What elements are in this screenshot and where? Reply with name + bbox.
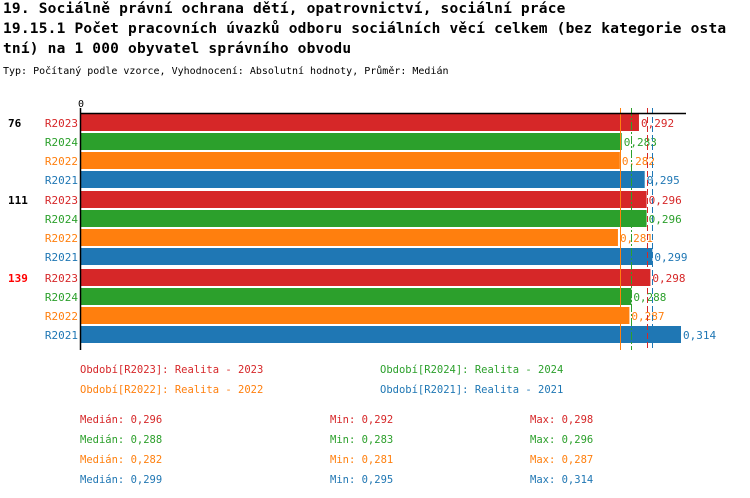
series-label: R2024 <box>45 213 78 226</box>
bar <box>81 326 681 343</box>
bar-value-label: 0,298 <box>652 272 685 285</box>
group-label: 139 <box>8 272 28 285</box>
bar-value-label: 0,296 <box>649 194 682 207</box>
stat-max: Max: 0,314 <box>530 474 594 486</box>
stat-max: Max: 0,298 <box>530 414 594 426</box>
bar <box>81 114 639 131</box>
bar <box>81 210 647 227</box>
legend-item: Období[R2022]: Realita - 2022 <box>80 384 264 396</box>
stat-median: Medián: 0,299 <box>80 474 163 486</box>
group-label: 111 <box>8 194 28 207</box>
bar <box>81 171 645 188</box>
bar-value-label: 0,299 <box>654 251 687 264</box>
series-label: R2021 <box>45 174 78 187</box>
bar-value-label: 0,314 <box>683 329 716 342</box>
title-line-2: 19.15.1 Počet pracovních úvazků odboru s… <box>3 21 727 37</box>
stat-min: Min: 0,283 <box>330 434 394 446</box>
series-label: R2023 <box>45 194 78 207</box>
bar <box>81 152 620 169</box>
series-label: R2024 <box>45 291 78 304</box>
title-line-1: 19. Sociálně právní ochrana dětí, opatro… <box>3 1 566 17</box>
title-line-3: tní) na 1 000 obyvatel správního obvodu <box>3 41 352 57</box>
bar-value-label: 0,282 <box>622 155 655 168</box>
stat-min: Min: 0,281 <box>330 454 394 466</box>
bar-value-label: 0,283 <box>624 136 657 149</box>
group-label: 76 <box>8 117 22 130</box>
stat-min: Min: 0,295 <box>330 474 394 486</box>
series-label: R2022 <box>45 310 78 323</box>
bar-value-label: 0,296 <box>649 213 682 226</box>
stat-median: Medián: 0,288 <box>80 434 163 446</box>
stat-min: Min: 0,292 <box>330 414 394 426</box>
bar-value-label: 0,295 <box>647 174 680 187</box>
bar <box>81 248 653 265</box>
stat-median: Medián: 0,296 <box>80 414 163 426</box>
bar <box>81 133 622 150</box>
series-label: R2023 <box>45 117 78 130</box>
bar <box>81 191 647 208</box>
bar <box>81 288 632 305</box>
legend-item: Období[R2023]: Realita - 2023 <box>80 364 264 376</box>
chart-subtitle: Typ: Počítaný podle vzorce, Vyhodnocení:… <box>3 66 449 77</box>
series-label: R2024 <box>45 136 78 149</box>
stat-median: Medián: 0,282 <box>80 454 163 466</box>
series-label: R2022 <box>45 155 78 168</box>
bar <box>81 229 618 246</box>
bar-value-label: 0,292 <box>641 117 674 130</box>
bar <box>81 269 651 286</box>
legend-item: Období[R2021]: Realita - 2021 <box>380 384 564 396</box>
series-label: R2021 <box>45 251 78 264</box>
bar-value-label: 0,288 <box>633 291 666 304</box>
bar <box>81 307 630 324</box>
legend-item: Období[R2024]: Realita - 2024 <box>380 364 564 376</box>
series-label: R2022 <box>45 232 78 245</box>
stat-max: Max: 0,296 <box>530 434 594 446</box>
series-label: R2023 <box>45 272 78 285</box>
x-tick-label: 0 <box>78 99 84 110</box>
bar-chart: 0,292 R2023 0,283 R2024 0,282 R2022 0,295 R2021… <box>8 99 716 350</box>
stat-max: Max: 0,287 <box>530 454 594 466</box>
series-label: R2021 <box>45 329 78 342</box>
bar-value-label: 0,281 <box>620 232 653 245</box>
